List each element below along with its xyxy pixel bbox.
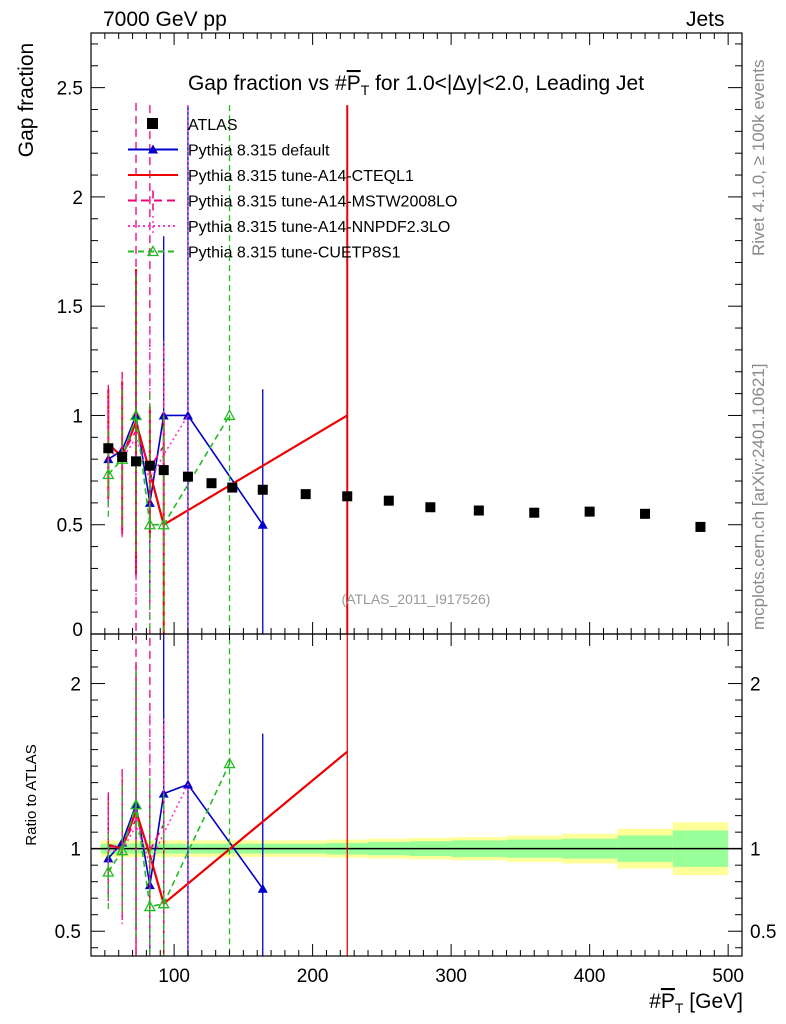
series-marker	[129, 409, 143, 421]
y-axis-label: Gap fraction	[15, 43, 38, 157]
legend-item: Pythia 8.315 tune-A14-CTEQL1	[128, 168, 414, 185]
x-tick-label: 100	[158, 966, 190, 987]
energy-label: 7000 GeV pp	[103, 8, 227, 31]
legend-label: Pythia 8.315 default	[188, 143, 330, 160]
ratio-plot-area	[91, 634, 742, 956]
legend-item: Pythia 8.315 tune-A14-MSTW2008LO	[128, 190, 457, 211]
legend-label: Pythia 8.315 tune-A14-NNPDF2.3LO	[188, 219, 450, 236]
ratio-tick-label-right: 2	[750, 675, 761, 696]
legend-marker	[146, 245, 160, 257]
mc-series	[102, 105, 236, 634]
y-tick-label: 0	[72, 620, 83, 641]
chart-title: Gap fraction vs #PT for 1.0<|Δy|<2.0, Le…	[188, 72, 644, 98]
y-tick-label: 0.5	[57, 516, 83, 537]
ratio-frame	[90, 633, 743, 957]
category-label: Jets	[686, 8, 725, 31]
ratio-tick-label: 0.5	[55, 922, 81, 943]
ratio-marker	[143, 900, 156, 912]
atlas-data-point	[103, 443, 114, 454]
atlas-data-point	[300, 489, 311, 500]
atlas-data-point	[144, 460, 155, 471]
atlas-data-point	[257, 484, 268, 495]
legend-label: ATLAS	[188, 117, 238, 134]
x-tick-label: 500	[712, 966, 744, 987]
ratio-axis-label: Ratio to ATLAS	[23, 744, 40, 845]
mc-series-ratio	[107, 634, 189, 956]
ratio-marker	[102, 865, 115, 877]
legend-label: Pythia 8.315 tune-A14-MSTW2008LO	[188, 194, 457, 211]
atlas-data-point	[158, 465, 169, 476]
mc-series-ratio	[102, 634, 236, 956]
atlas-data-point	[227, 482, 238, 493]
ratio-marker	[129, 798, 143, 810]
legend-marker	[148, 144, 158, 154]
x-tick-label: 200	[297, 966, 329, 987]
series-marker	[182, 410, 193, 420]
ratio-marker	[223, 757, 236, 769]
series-marker	[143, 518, 156, 530]
atlas-data-point	[383, 495, 394, 506]
x-tick-label: 300	[435, 966, 467, 987]
atlas-data-point	[117, 451, 128, 462]
series-marker	[223, 409, 236, 421]
analysis-label: (ATLAS_2011_I917526)	[342, 591, 491, 607]
atlas-data-point	[584, 506, 595, 517]
atlas-data-point	[640, 508, 651, 519]
legend-label: Pythia 8.315 tune-A14-CTEQL1	[188, 168, 414, 185]
ratio-series-line	[107, 763, 231, 908]
x-tick-label: 400	[574, 966, 606, 987]
series-marker	[157, 518, 170, 530]
y-tick-label: 2	[72, 188, 83, 209]
atlas-data	[103, 443, 706, 532]
atlas-data-point	[425, 502, 436, 513]
series-line	[107, 415, 189, 484]
legend-label: Pythia 8.315 tune-CUETP8S1	[188, 245, 401, 262]
atlas-data-point	[182, 471, 193, 482]
mcplots-label: mcplots.cern.ch [arXiv:2401.10621]	[749, 363, 768, 630]
ratio-series-line	[108, 750, 348, 906]
legend-marker	[147, 118, 158, 129]
legend-item: Pythia 8.315 default	[128, 143, 330, 160]
series-marker	[102, 468, 115, 480]
series-marker	[257, 519, 268, 529]
ratio-marker	[116, 844, 129, 856]
axes	[91, 33, 742, 956]
mc-series-ratio	[103, 634, 268, 956]
atlas-data-point	[695, 521, 706, 532]
y-tick-label: 1	[72, 406, 83, 427]
y-tick-label: 2.5	[57, 79, 83, 100]
ratio-tick-label-right: 0.5	[750, 922, 776, 943]
legend-item: ATLAS	[147, 117, 238, 134]
legend: ATLAS Pythia 8.315 default Pythia 8.315 tu…	[128, 117, 457, 262]
atlas-data-point	[342, 491, 353, 502]
atlas-data-point	[131, 456, 142, 467]
x-axis-label: #PT [GeV]	[649, 990, 743, 1016]
atlas-data-point	[206, 478, 217, 489]
series-line	[107, 415, 231, 526]
ratio-series-line	[107, 783, 264, 890]
rivet-label: Rivet 4.1.0, ≥ 100k events	[749, 59, 768, 256]
mc-series	[107, 105, 189, 634]
y-tick-label: 1.5	[57, 297, 83, 318]
ratio-tick-label: 1	[70, 840, 81, 861]
legend-item: Pythia 8.315 tune-CUETP8S1	[128, 245, 401, 262]
ratio-tick-label-right: 1	[750, 840, 761, 861]
ratio-tick-label: 2	[70, 675, 81, 696]
atlas-data-point	[529, 507, 540, 518]
main-plot-area	[102, 102, 706, 634]
ratio-marker	[157, 897, 170, 909]
atlas-data-point	[473, 505, 484, 516]
legend-item: Pythia 8.315 tune-A14-NNPDF2.3LO	[128, 216, 450, 236]
ratio-marker	[257, 883, 268, 893]
